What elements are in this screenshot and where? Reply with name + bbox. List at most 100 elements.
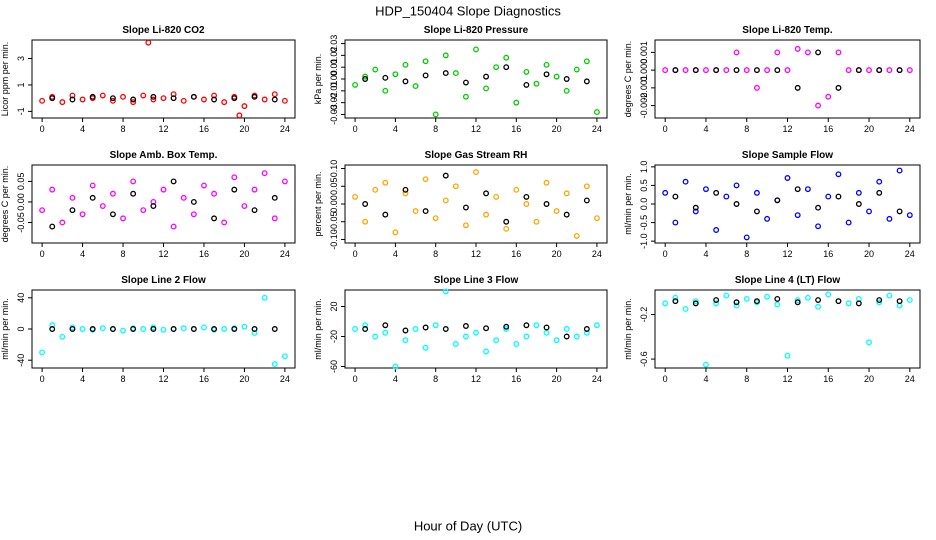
point [442,326,449,332]
point [462,333,469,340]
point [503,225,510,232]
point [59,219,66,226]
x-tick-label: 8 [433,374,438,384]
point [69,326,76,332]
point [281,353,288,360]
point [281,178,288,185]
point [109,190,116,197]
x-axis-label: Hour of Day (UTC) [414,518,522,533]
point [160,95,167,102]
point [845,219,852,226]
point [452,183,459,190]
y-tick-label: 3 [16,56,26,61]
x-tick-label: 12 [471,249,481,259]
point [231,95,238,102]
x-tick-label: 20 [552,124,562,134]
point [382,329,389,336]
point [160,326,167,333]
point [493,337,500,344]
page-title: HDP_150404 Slope Diagnostics [375,3,561,18]
point [523,81,530,88]
y-axis-label: ml/min per min. [313,298,323,360]
x-tick-label: 4 [80,374,85,384]
point [99,203,106,210]
y-tick-label: 0.00 [329,70,339,88]
point [866,339,872,346]
point [130,190,137,197]
point [392,363,399,370]
point [503,64,510,71]
point [815,102,822,109]
point [523,193,530,200]
point [825,193,832,200]
point [79,326,86,332]
point [573,66,580,73]
x-tick-label: 0 [353,249,358,259]
x-tick-label: 24 [280,249,290,259]
point [692,208,699,215]
y-tick-label: -0.001 [639,75,649,101]
y-tick-label: -0.05 [329,211,339,232]
point [753,84,760,91]
x-tick-label: 24 [280,124,290,134]
point [39,97,46,104]
point [362,201,369,207]
point [692,67,699,74]
y-tick-label: -0.02 [329,92,339,113]
point [876,178,883,185]
point [743,234,750,241]
x-tick-label: 16 [511,374,521,384]
x-tick-label: 16 [823,374,833,384]
point [109,326,116,332]
x-tick-label: 24 [905,124,915,134]
y-tick-label: 1 [16,82,26,87]
point [120,93,126,100]
x-tick-label: 24 [905,249,915,259]
point [563,87,570,94]
point [49,95,56,102]
point [473,329,479,336]
point [190,93,197,100]
point [723,292,730,299]
point [432,215,439,222]
point [855,189,862,196]
point [382,74,389,81]
x-tick-label: 8 [121,249,126,259]
point [211,190,218,197]
point [402,327,409,334]
point [432,111,439,118]
x-tick-label: 24 [280,374,290,384]
x-tick-label: 0 [40,374,45,384]
point [109,211,116,218]
x-tick-label: 8 [121,374,126,384]
point [563,326,570,332]
point [271,194,278,201]
panel-title: Slope Amb. Box Temp. [110,150,218,161]
x-tick-label: 4 [80,249,85,259]
point [211,326,218,332]
point [513,341,520,347]
x-tick-label: 8 [433,249,438,259]
point [150,93,157,100]
point [493,193,500,200]
point [774,295,781,302]
point [462,323,469,329]
point [523,68,530,75]
y-tick-label: -40 [16,354,26,367]
y-tick-label: 0.10 [329,160,339,178]
point [703,186,709,193]
y-tick-label: 0.03 [329,35,339,53]
point [201,96,207,103]
point [855,67,862,74]
y-tick-label: 0.05 [329,178,339,196]
point [573,232,580,239]
point [442,70,449,77]
point [723,193,730,200]
point [784,175,791,181]
point [672,298,679,305]
point [774,67,781,74]
point [723,67,730,74]
x-tick-label: 20 [239,124,249,134]
point [563,190,570,197]
point [442,172,449,179]
